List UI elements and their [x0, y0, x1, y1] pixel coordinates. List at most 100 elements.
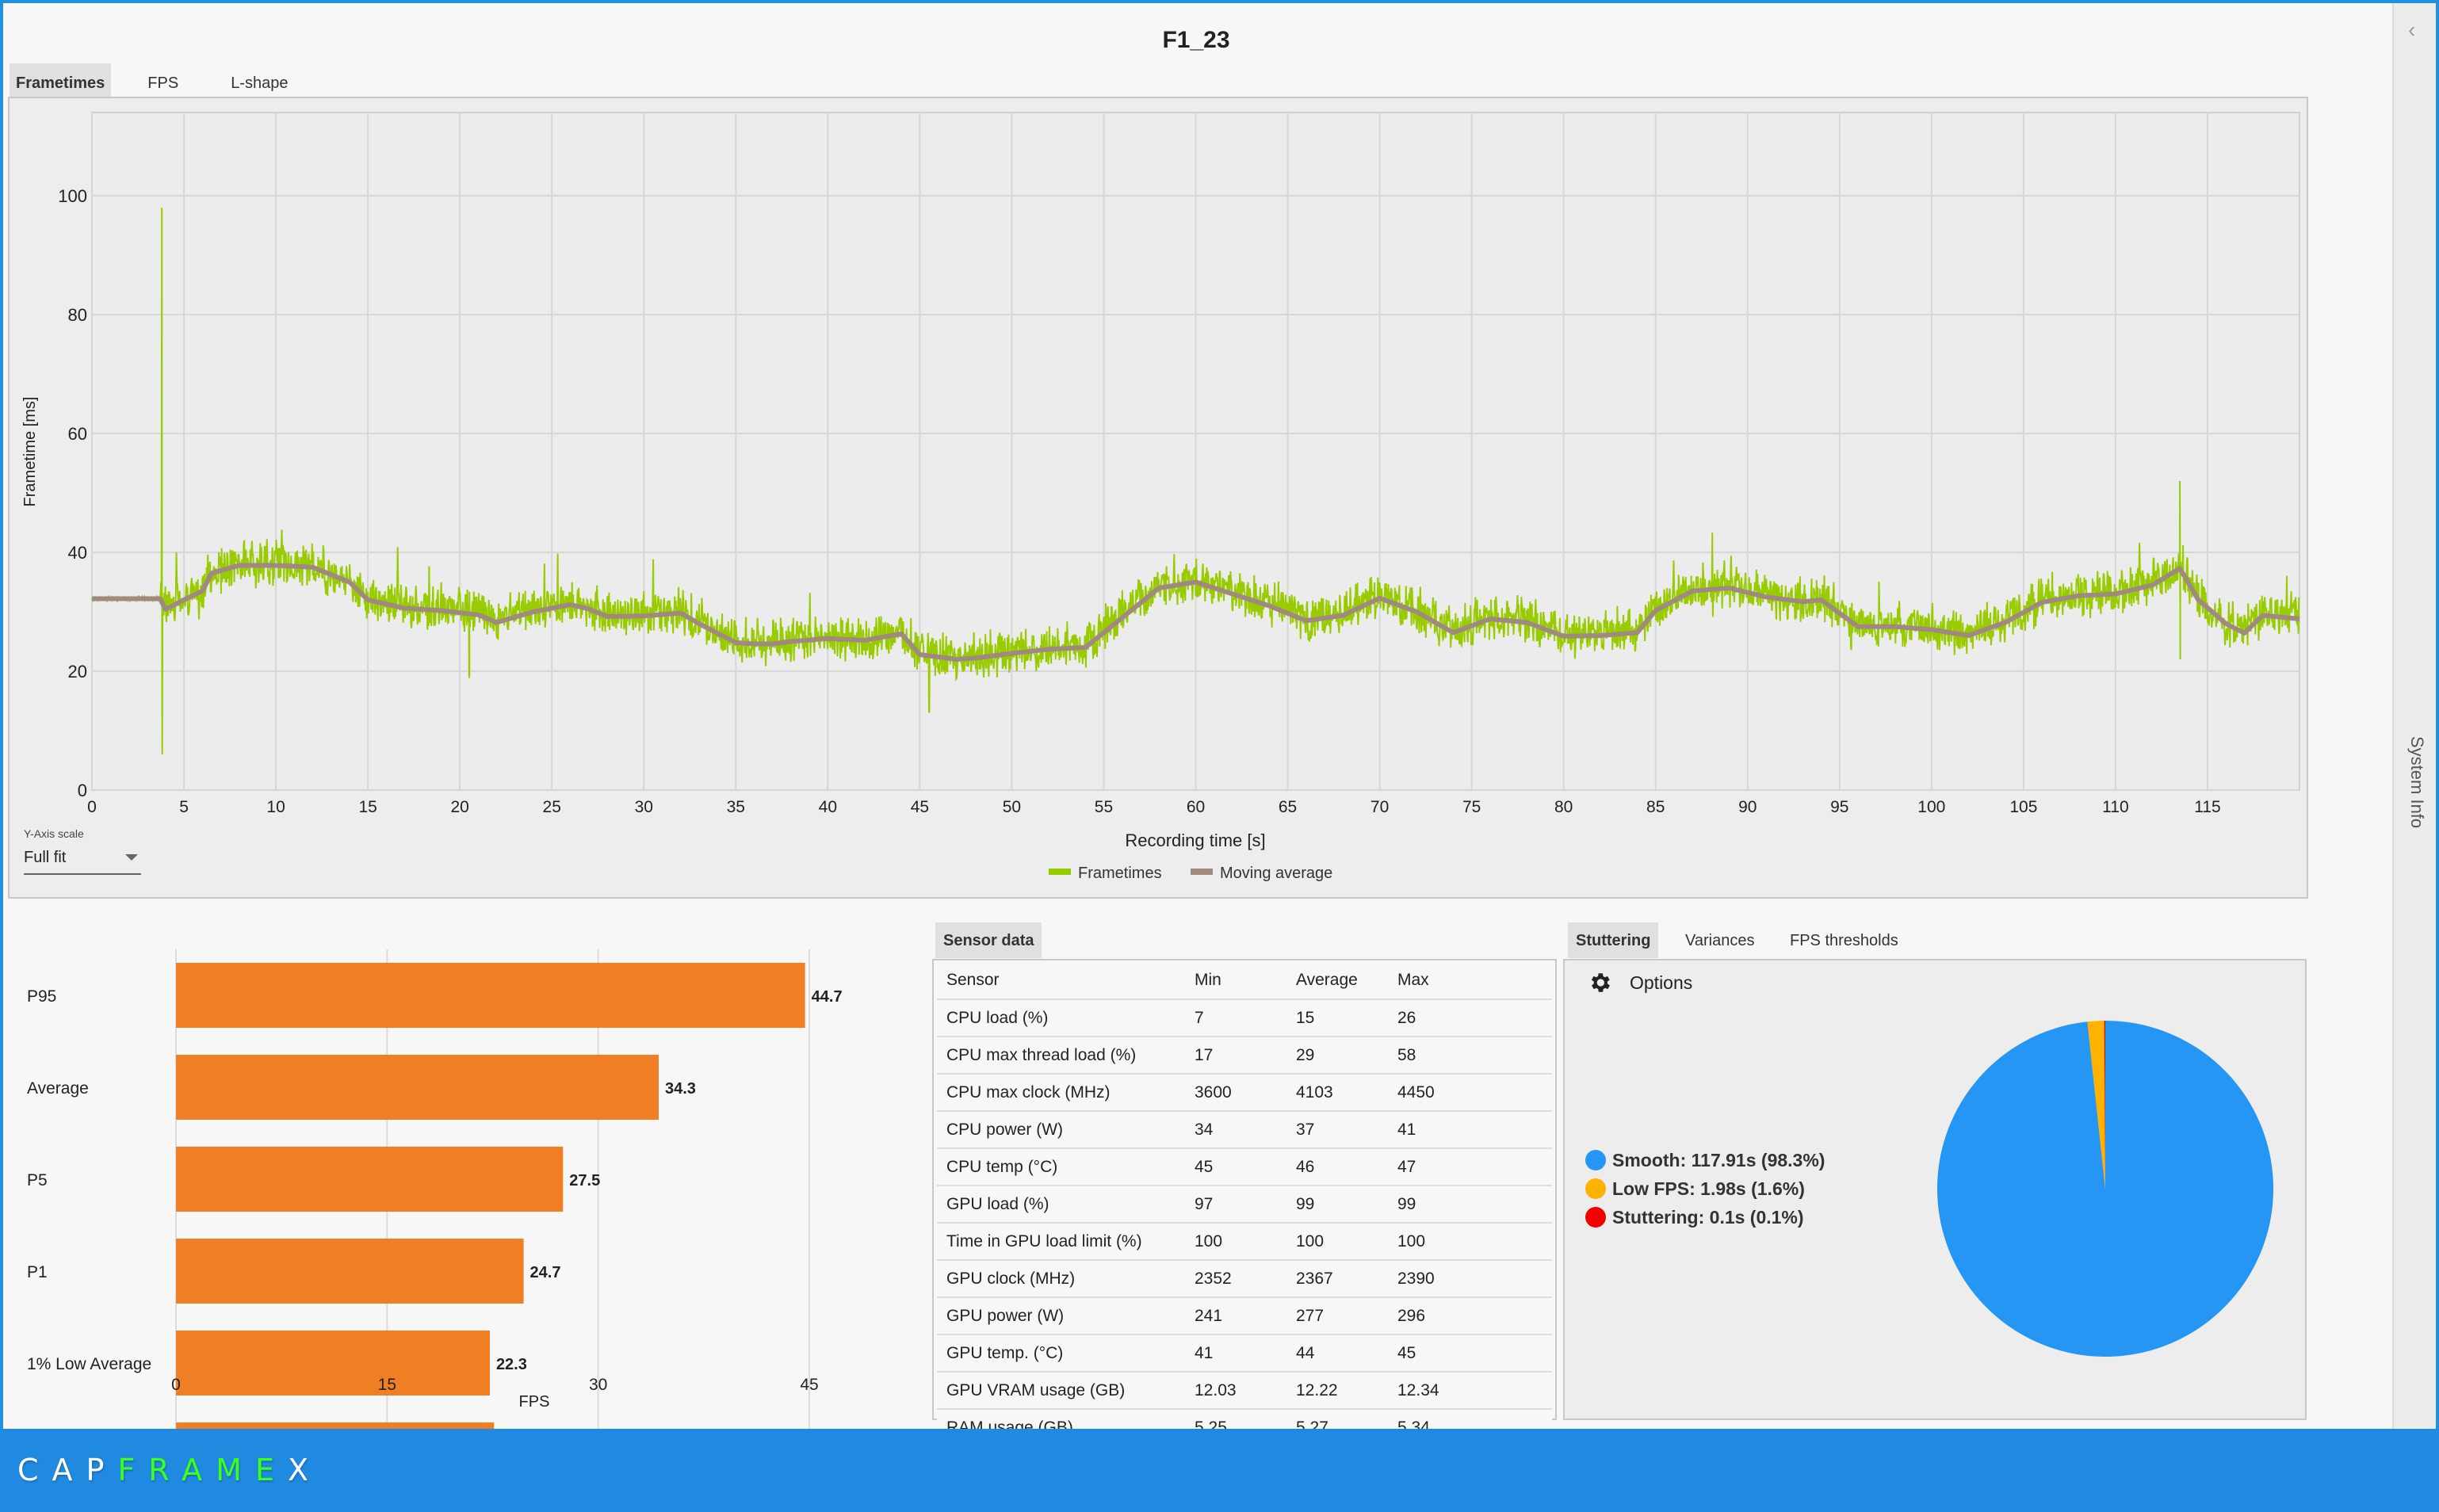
- x-tick-label: 95: [1830, 798, 1848, 816]
- tab-fps[interactable]: FPS: [147, 74, 179, 92]
- tab-l-shape[interactable]: L-shape: [231, 74, 289, 92]
- header-average[interactable]: Average: [1296, 971, 1358, 989]
- system-info-sidebar[interactable]: ‹ System Info: [2392, 3, 2436, 1429]
- tab-stuttering[interactable]: Stuttering: [1568, 922, 1659, 958]
- header-max[interactable]: Max: [1397, 971, 1429, 989]
- x-tick-label: 50: [1003, 798, 1021, 816]
- bar-x-tick-label: 45: [800, 1376, 818, 1394]
- fps-metrics-bar-chart: P95 44.7 Average 34.3 P5 27.5 P1 24.7 1% Low Ave…: [27, 949, 843, 1429]
- logo-prefix: CAP: [17, 1453, 118, 1487]
- sensor-row[interactable]: GPU clock (MHz) 2352 2367 2390: [937, 1259, 1552, 1297]
- bar-p0-2: [176, 1422, 495, 1429]
- sensor-table-header: Sensor Min Average Max: [937, 962, 1552, 999]
- sensor-row[interactable]: Time in GPU load limit (%) 100 100 100: [937, 1222, 1552, 1260]
- main-chart-tabs: Frametimes FPS L-shape: [10, 63, 318, 101]
- y-axis-scale-dropdown[interactable]: Full fit: [24, 842, 141, 875]
- bar-category-label: P5: [27, 1171, 48, 1189]
- x-tick-label: 100: [1917, 798, 1945, 816]
- capframex-logo: CAPFRAMEX: [17, 1453, 322, 1487]
- cell-sensor: CPU max clock (MHz): [937, 1073, 1185, 1111]
- x-tick-label: 10: [266, 798, 285, 816]
- sensor-row[interactable]: GPU temp. (°C) 41 44 45: [937, 1334, 1552, 1372]
- x-tick-label: 85: [1646, 798, 1665, 816]
- system-info-label[interactable]: System Info: [2407, 736, 2427, 829]
- sensor-row[interactable]: CPU temp (°C) 45 46 47: [937, 1147, 1552, 1186]
- x-tick-label: 40: [819, 798, 837, 816]
- x-tick-label: 35: [727, 798, 745, 816]
- sensor-table: Sensor Min Average Max CPU load (%) 7 15 26…: [937, 962, 1552, 1445]
- sensor-row[interactable]: GPU power (W) 241 277 296: [937, 1296, 1552, 1334]
- sensor-row[interactable]: CPU max thread load (%) 17 29 58: [937, 1036, 1552, 1074]
- y-tick-label: 20: [68, 662, 87, 682]
- cell-min: 97: [1185, 1185, 1286, 1223]
- pie-slice-low-fps: [2087, 1021, 2105, 1189]
- bar-x-tick-label: 15: [378, 1376, 396, 1394]
- low-fps-dot-icon: [1585, 1178, 1606, 1199]
- cell-sensor: GPU power (W): [937, 1296, 1185, 1334]
- header-sensor[interactable]: Sensor: [946, 971, 1000, 989]
- tab-variances[interactable]: Variances: [1685, 932, 1755, 949]
- cell-average: 2367: [1286, 1259, 1388, 1297]
- cell-average: 100: [1286, 1222, 1388, 1260]
- cell-average: 99: [1286, 1185, 1388, 1223]
- x-tick-label: 115: [2194, 798, 2220, 816]
- frametimes-line: [91, 207, 2300, 755]
- legend-moving-average-swatch: [1191, 869, 1213, 875]
- bar-value-label: 24.7: [530, 1264, 561, 1281]
- tab-sensor-data[interactable]: Sensor data: [935, 922, 1042, 958]
- cell-max: 45: [1388, 1334, 1552, 1372]
- cell-max: 100: [1388, 1222, 1552, 1260]
- cell-min: 34: [1185, 1110, 1286, 1148]
- stuttering-legend: Smooth: 117.91s (98.3%) Low FPS: 1.98s (…: [1585, 1146, 1825, 1231]
- y-tick-label: 0: [78, 781, 87, 800]
- y-tick-label: 80: [68, 305, 87, 325]
- cell-min: 100: [1185, 1222, 1286, 1260]
- stuttering-pie-chart: [1937, 1021, 2273, 1357]
- sensor-row[interactable]: CPU max clock (MHz) 3600 4103 4450: [937, 1073, 1552, 1111]
- dropdown-arrow-icon: [125, 854, 138, 861]
- logo-suffix: X: [287, 1453, 323, 1487]
- logo-middle: FRAME: [117, 1453, 288, 1487]
- sensor-row[interactable]: CPU power (W) 34 37 41: [937, 1110, 1552, 1148]
- x-tick-label: 70: [1371, 798, 1389, 816]
- legend-low-fps-label: Low FPS: 1.98s (1.6%): [1612, 1178, 1805, 1199]
- x-tick-label: 90: [1738, 798, 1757, 816]
- cell-average: 277: [1286, 1296, 1388, 1334]
- bar-category-label: P1: [27, 1263, 48, 1281]
- x-tick-label: 25: [543, 798, 561, 816]
- record-title: F1_23: [1162, 27, 1230, 53]
- chevron-left-icon[interactable]: ‹: [2408, 17, 2416, 42]
- tab-frametimes[interactable]: Frametimes: [10, 63, 112, 101]
- x-tick-label: 65: [1279, 798, 1297, 816]
- bar-category-label: 1% Low Average: [27, 1355, 151, 1373]
- bar-average: [176, 1055, 659, 1120]
- sensor-row[interactable]: CPU load (%) 7 15 26: [937, 998, 1552, 1037]
- legend-smooth-label: Smooth: 117.91s (98.3%): [1612, 1149, 1825, 1170]
- bar-x-tick-label: 30: [589, 1376, 607, 1394]
- header-min[interactable]: Min: [1195, 971, 1221, 989]
- y-tick-label: 100: [58, 186, 87, 206]
- bar-category-label: Average: [27, 1079, 89, 1098]
- cell-average: 37: [1286, 1110, 1388, 1148]
- y-axis-scale-value: Full fit: [24, 849, 67, 866]
- legend-item-low-fps: Low FPS: 1.98s (1.6%): [1585, 1174, 1825, 1203]
- moving-average-line: [92, 563, 2300, 662]
- sensor-row[interactable]: GPU load (%) 97 99 99: [937, 1185, 1552, 1223]
- cell-min: 12.03: [1185, 1371, 1286, 1409]
- sensor-row[interactable]: GPU VRAM usage (GB) 12.03 12.22 12.34: [937, 1371, 1552, 1409]
- gear-icon: [1591, 973, 1610, 992]
- legend-item-stuttering: Stuttering: 0.1s (0.1%): [1585, 1203, 1825, 1231]
- cell-average: 29: [1286, 1036, 1388, 1074]
- stuttering-dot-icon: [1585, 1207, 1606, 1228]
- tab-fps-thresholds[interactable]: FPS thresholds: [1790, 932, 1898, 949]
- bar-x-tick-label: 0: [171, 1376, 181, 1394]
- x-tick-label: 105: [2009, 798, 2037, 816]
- options-button[interactable]: Options: [1587, 970, 1692, 995]
- y-axis-title: Frametime [ms]: [21, 397, 39, 507]
- smooth-dot-icon: [1585, 1150, 1606, 1170]
- cell-sensor: CPU power (W): [937, 1110, 1185, 1148]
- x-tick-label: 60: [1187, 798, 1205, 816]
- window-frame-top: [0, 0, 2439, 3]
- bar-p1: [176, 1239, 524, 1304]
- cell-sensor: CPU max thread load (%): [937, 1036, 1185, 1074]
